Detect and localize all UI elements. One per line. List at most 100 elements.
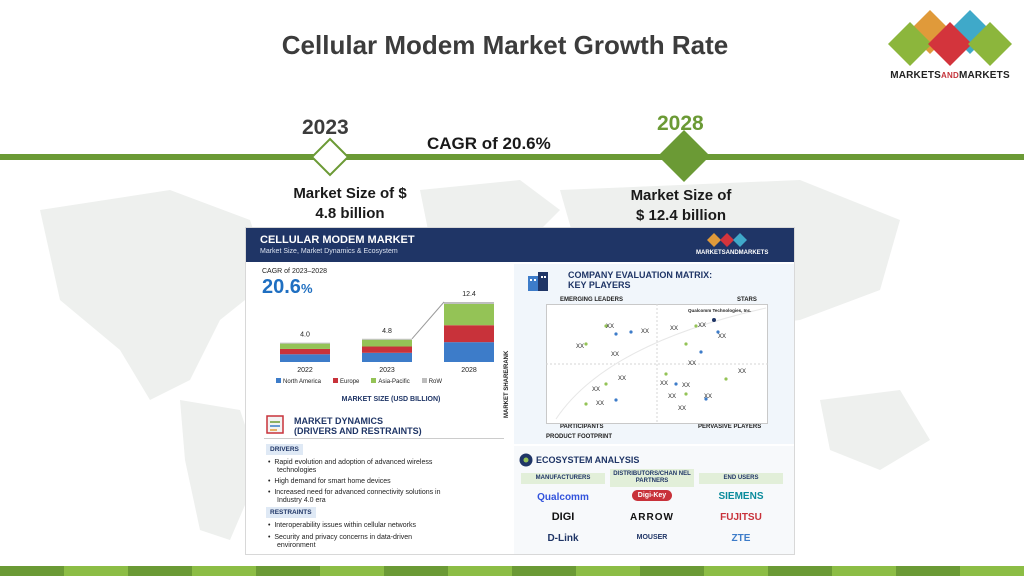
- legend-label-asia-pacific: Asia-Pacific: [378, 379, 410, 385]
- bar-2023-asia-pacific: [362, 339, 412, 347]
- bar-2028-row: [444, 302, 494, 304]
- chart-legend: North America Europe Asia-Pacific RoW: [276, 378, 516, 385]
- infographic-logo-text: MARKETSANDMARKETS: [696, 250, 769, 256]
- bar-total-label: 4.8: [382, 328, 392, 335]
- market-size-bar-chart: 4.0 2022 4.8 2023 12.4 2028: [280, 291, 494, 374]
- dynamics-title-line1: MARKET DYNAMICS: [294, 416, 383, 426]
- driver-item: • High demand for smart home devices: [268, 478, 391, 485]
- drivers-list: • Rapid evolution and adoption of advanc…: [268, 459, 508, 505]
- legend-item-north-america: North America: [276, 378, 321, 385]
- bar-2022-north-america: [280, 354, 330, 362]
- bar-total-label: 4.0: [300, 332, 310, 339]
- building-icon: [528, 272, 548, 291]
- bar-2028-europe: [444, 325, 494, 343]
- end-market-size: Market Size of $ 12.4 billion: [600, 186, 762, 226]
- eco-header-distributors: DISTRIBUTORS/CHAN NEL PARTNERS: [610, 469, 694, 487]
- restraints-label: RESTRAINTS: [266, 507, 316, 518]
- x-tick-label: 2028: [461, 367, 477, 374]
- brand-digi: DIGI: [551, 511, 575, 523]
- bar-2022-row: [280, 342, 330, 344]
- restraint-text: Interoperability issues within cellular …: [274, 522, 416, 529]
- driver-text: Rapid evolution and adoption of advanced…: [274, 459, 433, 466]
- brand-qualcomm: Qualcomm: [537, 492, 589, 503]
- market-size-caption: MARKET SIZE (USD BILLION): [341, 396, 441, 403]
- driver-item-continued: technologies: [277, 467, 317, 474]
- drivers-label: DRIVERS: [266, 444, 303, 455]
- restraint-item: • Security and privacy concerns in data-…: [268, 534, 413, 541]
- timeline-bar: [0, 154, 1024, 160]
- ecosystem-title: ECOSYSTEM ANALYSIS: [536, 455, 640, 465]
- quadrant-stars: STARS: [737, 297, 757, 303]
- infographic-subtitle: Market Size, Market Dynamics & Ecosystem: [260, 248, 398, 255]
- legend-item-asia-pacific: Asia-Pacific: [371, 378, 410, 385]
- markets-and-markets-logo: MARKETSANDMARKETS: [880, 6, 1020, 86]
- cagr-range-label: CAGR of 2023–2028: [262, 268, 327, 275]
- eco-header-end-users: END USERS: [699, 473, 783, 484]
- evaluation-matrix-plot: [546, 304, 768, 424]
- brand-arrow: ARROW: [630, 512, 674, 523]
- quadrant-participants: PARTICIPANTS: [560, 424, 604, 430]
- driver-item: • Rapid evolution and adoption of advanc…: [268, 459, 433, 466]
- bar-total-label: 12.4: [462, 291, 476, 298]
- legend-item-europe: Europe: [333, 378, 359, 385]
- dynamics-divider: [264, 438, 504, 439]
- ecosystem-icon: [519, 453, 533, 467]
- legend-item-row: RoW: [421, 378, 443, 385]
- bar-2022-asia-pacific: [280, 343, 330, 349]
- matrix-title-line2: KEY PLAYERS: [568, 280, 631, 290]
- bar-2023-north-america: [362, 352, 412, 362]
- start-market-size-line2: 4.8 billion: [315, 205, 385, 222]
- driver-item: • Increased need for advanced connectivi…: [268, 489, 441, 496]
- matrix-title-line1: COMPANY EVALUATION MATRIX:: [568, 270, 713, 280]
- driver-item-continued: Industry 4.0 era: [277, 497, 326, 504]
- bar-2028-asia-pacific: [444, 303, 494, 326]
- restraint-item-continued: environment: [277, 542, 316, 549]
- matrix-title: COMPANY EVALUATION MATRIX: KEY PLAYERS: [568, 270, 712, 290]
- dynamics-title: MARKET DYNAMICS (DRIVERS AND RESTRAINTS): [294, 416, 422, 436]
- start-year: 2023: [302, 116, 349, 139]
- infographic-title: CELLULAR MODEM MARKET: [260, 234, 415, 246]
- end-market-size-line1: Market Size of: [630, 187, 732, 204]
- timeline-marker-2028-icon: [658, 130, 710, 182]
- brand-zte: ZTE: [731, 533, 751, 544]
- cagr-big-number: 20.6: [262, 276, 301, 298]
- x-tick-label: 2023: [379, 367, 395, 374]
- start-market-size: Market Size of $ 4.8 billion: [270, 184, 430, 224]
- logo-diamonds-icon: [888, 10, 1012, 66]
- legend-label-row: RoW: [428, 379, 443, 385]
- clipboard-icon: [266, 415, 284, 434]
- start-market-size-line1: Market Size of $: [293, 185, 407, 202]
- infographic-logo-icon: [707, 233, 747, 247]
- eco-header-manufacturers: MANUFACTURERS: [521, 473, 605, 484]
- dynamics-title-line2: (DRIVERS AND RESTRAINTS): [294, 426, 422, 436]
- logo-wordmark: MARKETSANDMARKETS: [890, 70, 1010, 81]
- bar-2023-row: [362, 338, 412, 340]
- matrix-x-axis-label: PRODUCT FOOTPRINT: [546, 434, 612, 440]
- matrix-y-axis-label: MARKET SHARE/RANK: [504, 350, 510, 418]
- brand-digikey: Digi-Key: [632, 490, 672, 501]
- bar-2028-north-america: [444, 342, 494, 362]
- bar-2022-europe: [280, 348, 330, 355]
- driver-text: Increased need for advanced connectivity…: [274, 489, 441, 496]
- driver-text: High demand for smart home devices: [274, 478, 391, 485]
- slide-title: Cellular Modem Market Growth Rate: [281, 30, 729, 60]
- bar-2023-europe: [362, 346, 412, 353]
- restraint-item: • Interoperability issues within cellula…: [268, 522, 416, 529]
- cagr-big-unit: %: [300, 281, 313, 296]
- legend-swatch-asia-pacific: [371, 378, 377, 383]
- legend-swatch-north-america: [276, 378, 281, 383]
- restraints-list: • Interoperability issues within cellula…: [268, 522, 508, 550]
- quadrant-pervasive-players: PERVASIVE PLAYERS: [698, 424, 762, 430]
- legend-label-europe: Europe: [340, 379, 360, 385]
- growth-connector-line: [411, 301, 445, 340]
- legend-label-north-america: North America: [283, 379, 322, 385]
- bottom-stripe: [0, 566, 1024, 576]
- quadrant-emerging-leaders: EMERGING LEADERS: [560, 297, 624, 303]
- end-year: 2028: [657, 112, 704, 135]
- timeline-marker-2023-icon: [310, 137, 350, 177]
- restraint-text: Security and privacy concerns in data-dr…: [274, 534, 413, 541]
- infographic-header: CELLULAR MODEM MARKET Market Size, Marke…: [246, 228, 794, 262]
- end-market-size-line2: $ 12.4 billion: [635, 207, 727, 224]
- legend-swatch-row: [421, 378, 427, 383]
